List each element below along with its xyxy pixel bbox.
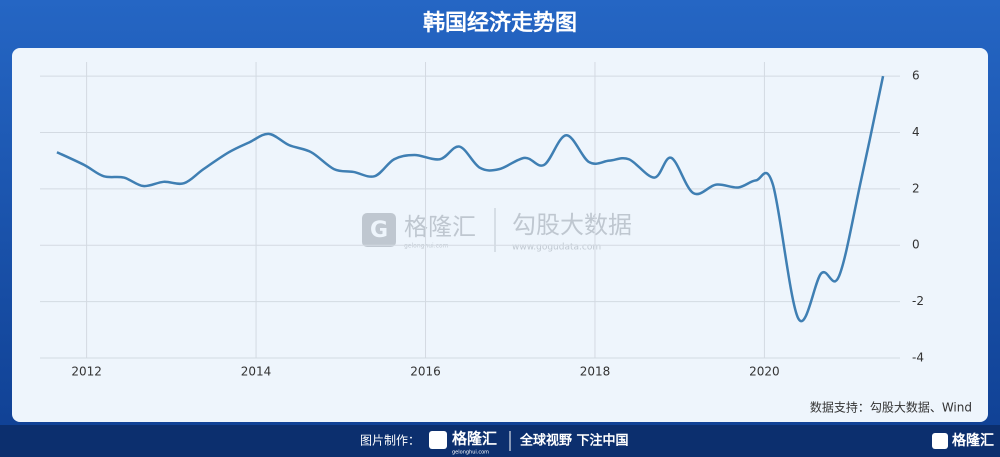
footer-bar [0, 425, 1000, 457]
x-tick-label: 2014 [241, 365, 272, 379]
source-note: 数据支持：勾股大数据、Wind [810, 400, 972, 415]
y-tick-label: -4 [912, 351, 924, 365]
footer-logo [429, 431, 447, 449]
footer-brand: 格隆汇 [452, 430, 497, 448]
footer-slogan: 全球视野 下注中国 [519, 433, 629, 449]
x-tick-label: 2016 [410, 365, 441, 379]
corner-brand: 格隆汇 [952, 432, 994, 449]
x-tick-label: 2018 [580, 365, 611, 379]
y-tick-label: 2 [912, 181, 920, 195]
watermark-logo [362, 213, 396, 247]
y-tick-label: -2 [912, 294, 924, 308]
x-tick-label: 2020 [749, 365, 780, 379]
watermark-logo-letter: G [370, 218, 388, 243]
y-tick-label: 0 [912, 238, 920, 252]
chart-title: 韩国经济走势图 [423, 10, 577, 36]
watermark-partner-url: www.gogudata.com [512, 243, 601, 253]
corner-logo [932, 433, 948, 449]
panel [12, 48, 988, 422]
y-tick-label: 4 [912, 125, 920, 139]
footer-brand-url: gelonghui.com [452, 450, 489, 456]
watermark-partner: 勾股大数据 [512, 211, 632, 239]
watermark: G 格隆汇 gelonghui.com 勾股大数据 www.gogudata.c… [362, 208, 632, 253]
data-line [56, 75, 885, 323]
x-tick-label: 2012 [71, 365, 102, 379]
watermark-brand: 格隆汇 [404, 213, 476, 241]
watermark-brand-url: gelonghui.com [404, 243, 449, 250]
footer-label: 图片制作： [360, 434, 420, 448]
y-tick-label: 6 [912, 69, 920, 83]
plot: -4 -2 0 2 4 6 2012 2014 2016 2018 2020 [40, 62, 924, 379]
